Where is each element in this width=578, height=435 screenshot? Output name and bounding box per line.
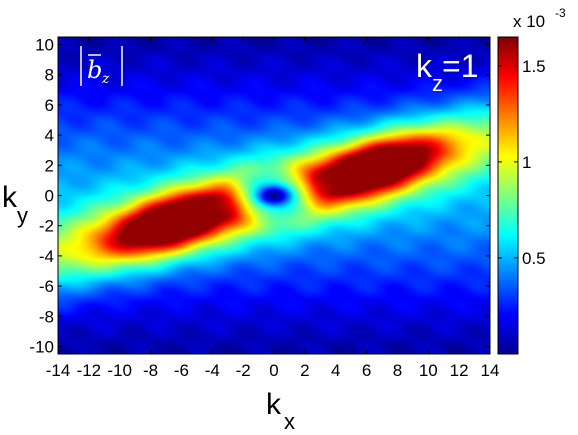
x-tick-label: 14 <box>481 361 500 380</box>
y-tick-label: 2 <box>45 156 54 175</box>
y-axis-ticks: -10 -8 -6 -4 -2 0 2 4 6 8 10 <box>29 36 490 356</box>
quantity-subscript: z <box>101 71 110 87</box>
x-axis-ticks: -14 -12 -10 -8 -6 -4 -2 0 2 4 6 8 10 12 14 <box>46 37 500 380</box>
quantity-symbol: b <box>87 56 102 84</box>
y-tick-label: 8 <box>45 66 54 85</box>
y-tick-label: 10 <box>35 36 54 55</box>
x-tick-label: -4 <box>205 361 220 380</box>
y-tick-label: -4 <box>39 247 54 266</box>
y-axis-label-main: k <box>2 181 18 214</box>
quantity-label: b z <box>80 46 123 87</box>
y-axis-label-sub: y <box>17 203 28 228</box>
x-tick-label: 12 <box>450 361 469 380</box>
x-tick-label: 2 <box>300 361 309 380</box>
y-tick-label: 6 <box>45 96 54 115</box>
x-tick-label: -2 <box>236 361 251 380</box>
x-tick-label: 8 <box>393 361 402 380</box>
x-axis-label-sub: x <box>284 409 295 434</box>
colorbar-gradient <box>497 36 519 355</box>
colorbar-tick-label: 1.5 <box>522 57 546 76</box>
kz-annotation-sub: z <box>432 71 443 96</box>
y-tick-label: 0 <box>45 187 54 206</box>
x-tick-label: 0 <box>269 361 278 380</box>
x-tick-label: -6 <box>174 361 189 380</box>
x-axis-label-main: k <box>266 388 282 421</box>
kz-annotation: k z =1 <box>416 48 478 96</box>
colorbar-multiplier-exponent: -3 <box>555 6 566 20</box>
y-tick-label: -8 <box>39 307 54 326</box>
colorbar: 0.5 1 1.5 x 10 -3 <box>497 6 566 355</box>
colorbar-tick-label: 1 <box>522 153 531 172</box>
x-tick-label: -12 <box>77 361 102 380</box>
x-tick-label: -10 <box>107 361 132 380</box>
x-axis-label: k x <box>266 388 295 434</box>
heatmap-image <box>58 37 490 354</box>
kz-annotation-value: =1 <box>442 48 478 84</box>
x-tick-label: 6 <box>362 361 371 380</box>
colorbar-ticks: 0.5 1 1.5 <box>498 57 546 268</box>
heatmap-area: -14 -12 -10 -8 -6 -4 -2 0 2 4 6 8 10 12 14 -10 -8 -6 -4 -2… <box>29 36 499 380</box>
y-tick-label: 4 <box>45 126 54 145</box>
y-tick-label: -2 <box>39 217 54 236</box>
x-tick-label: 4 <box>331 361 340 380</box>
y-tick-label: -10 <box>29 337 54 356</box>
x-tick-label: 10 <box>419 361 438 380</box>
colorbar-multiplier: x 10 <box>513 12 545 31</box>
y-tick-label: -6 <box>39 277 54 296</box>
colorbar-tick-label: 0.5 <box>522 249 546 268</box>
y-axis-label: k y <box>2 181 28 228</box>
x-tick-label: -14 <box>46 361 71 380</box>
kz-annotation-k: k <box>416 48 433 84</box>
x-tick-label: -8 <box>143 361 158 380</box>
